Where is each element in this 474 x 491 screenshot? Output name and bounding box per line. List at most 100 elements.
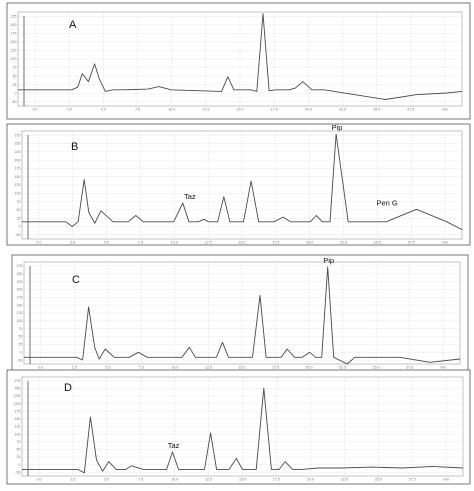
x-tick-label: 25.0 xyxy=(373,108,380,112)
x-tick-label: 10.0 xyxy=(171,478,178,482)
y-tick-label: 250 xyxy=(15,142,21,146)
x-tick-label: 20.0 xyxy=(305,108,312,112)
y-tick-label: 100 xyxy=(17,319,23,323)
y-tick-label: 150 xyxy=(17,303,23,307)
chromatogram-trace xyxy=(22,133,463,231)
y-tick-label: 25 xyxy=(19,343,23,347)
panel-letter: D xyxy=(64,382,72,394)
y-tick-label: 0 xyxy=(19,463,21,467)
x-tick-label: 2.5 xyxy=(72,366,77,370)
peak-label: Pen G xyxy=(377,198,398,207)
y-tick-label: 275 xyxy=(15,133,21,137)
y-tick-label: 225 xyxy=(15,150,21,154)
y-tick-label: 175 xyxy=(11,32,17,36)
x-tick-label: 17.5 xyxy=(271,108,278,112)
y-tick-label: 0 xyxy=(19,225,21,229)
y-tick-label: 125 xyxy=(15,425,21,429)
x-tick-label: min xyxy=(442,108,448,112)
chromatogram-panel-c: -50 0 25 50 75 100 125 150 175 200 225 250 275 0.0 2.5… xyxy=(11,254,469,373)
chromatogram-trace xyxy=(22,387,464,474)
x-tick-label: 17.5 xyxy=(272,241,279,245)
x-tick-label: 5.0 xyxy=(105,366,110,370)
x-tick-label: 15.0 xyxy=(239,366,246,370)
y-tick-label: 25 xyxy=(13,83,17,87)
y-tick-label: 50 xyxy=(13,74,17,78)
x-tick-label: 25.0 xyxy=(375,478,382,482)
x-tick-label: 5.0 xyxy=(104,478,109,482)
x-tick-label: 25.0 xyxy=(373,366,380,370)
panel-letter: C xyxy=(72,274,80,286)
x-tick-label: 20.0 xyxy=(306,241,313,245)
x-tick-label: min xyxy=(440,366,446,370)
x-tick-label: 10.0 xyxy=(168,108,175,112)
y-tick-label: 75 xyxy=(17,200,21,204)
x-tick-label: 22.5 xyxy=(339,366,346,370)
x-tick-label: min xyxy=(442,241,448,245)
y-tick-label: 250 xyxy=(17,272,23,276)
peak-label: Taz xyxy=(184,192,196,201)
x-tick-label: 27.5 xyxy=(409,478,416,482)
y-tick-label: 150 xyxy=(11,40,17,44)
x-tick-label: 12.5 xyxy=(205,366,212,370)
y-tick-label: 50 xyxy=(19,335,23,339)
y-tick-label: 125 xyxy=(15,183,21,187)
x-tick-label: 12.5 xyxy=(202,108,209,112)
x-tick-label: 20.0 xyxy=(306,366,313,370)
x-tick-label: 20.0 xyxy=(307,478,314,482)
y-tick-label: 225 xyxy=(15,394,21,398)
chromatogram-trace xyxy=(24,266,461,365)
y-tick-label: 25 xyxy=(17,216,21,220)
panel-letter: A xyxy=(69,19,77,31)
y-tick-label: 200 xyxy=(17,288,23,292)
chromatogram-trace xyxy=(18,13,463,100)
x-tick-label: 22.5 xyxy=(340,241,347,245)
x-tick-label: 2.5 xyxy=(70,241,75,245)
y-tick-label: 225 xyxy=(17,280,23,284)
x-tick-label: 25.0 xyxy=(374,241,381,245)
y-tick-label: 225 xyxy=(11,14,17,18)
x-tick-label: 15.0 xyxy=(239,478,246,482)
y-tick-label: 150 xyxy=(15,417,21,421)
y-tick-label: 0 xyxy=(21,350,23,354)
x-tick-label: 15.0 xyxy=(239,241,246,245)
y-tick-label: -50 xyxy=(15,470,20,474)
x-tick-label: 17.5 xyxy=(272,366,279,370)
x-tick-label: 12.5 xyxy=(205,478,212,482)
y-tick-label: 200 xyxy=(15,402,21,406)
x-tick-label: 10.0 xyxy=(171,241,178,245)
x-tick-label: 5.0 xyxy=(101,108,106,112)
x-tick-label: 17.5 xyxy=(273,478,280,482)
y-tick-label: -50 xyxy=(11,100,16,104)
x-tick-label: 2.5 xyxy=(67,108,72,112)
y-tick-label: 50 xyxy=(17,448,21,452)
y-tick-label: 75 xyxy=(17,440,21,444)
x-tick-label: 15.0 xyxy=(237,108,244,112)
y-tick-label: 50 xyxy=(17,208,21,212)
x-tick-label: 0.0 xyxy=(36,478,41,482)
x-tick-label: 0.0 xyxy=(33,108,38,112)
y-tick-label: 275 xyxy=(15,379,21,383)
chromatogram-panel-b: -50 0 25 50 75 100 125 150 175 200 225 250 275 0.0 2.5… xyxy=(6,123,471,246)
y-tick-label: 100 xyxy=(11,57,17,61)
y-tick-label: 125 xyxy=(11,49,17,53)
panel-letter: B xyxy=(71,141,78,153)
y-tick-label: 200 xyxy=(11,23,17,27)
x-tick-label: 7.5 xyxy=(135,108,140,112)
y-tick-label: -50 xyxy=(17,358,22,362)
x-tick-label: 7.5 xyxy=(138,241,143,245)
x-tick-label: 2.5 xyxy=(70,478,75,482)
peak-label: Pip xyxy=(323,256,334,265)
x-tick-label: 22.5 xyxy=(339,108,346,112)
y-tick-label: 125 xyxy=(17,311,23,315)
y-tick-label: 0 xyxy=(15,91,17,95)
x-tick-label: 27.5 xyxy=(407,108,414,112)
x-tick-label: 27.5 xyxy=(406,366,413,370)
x-tick-label: 7.5 xyxy=(138,478,143,482)
y-tick-label: 100 xyxy=(15,432,21,436)
chromatogram-panel-d: -50 0 25 50 75 100 125 150 175 200 225 250 275 0.0 2.5… xyxy=(6,369,471,485)
x-tick-label: 22.5 xyxy=(341,478,348,482)
peak-label: Taz xyxy=(168,441,180,450)
y-tick-label: 100 xyxy=(15,192,21,196)
x-tick-label: 7.5 xyxy=(139,366,144,370)
